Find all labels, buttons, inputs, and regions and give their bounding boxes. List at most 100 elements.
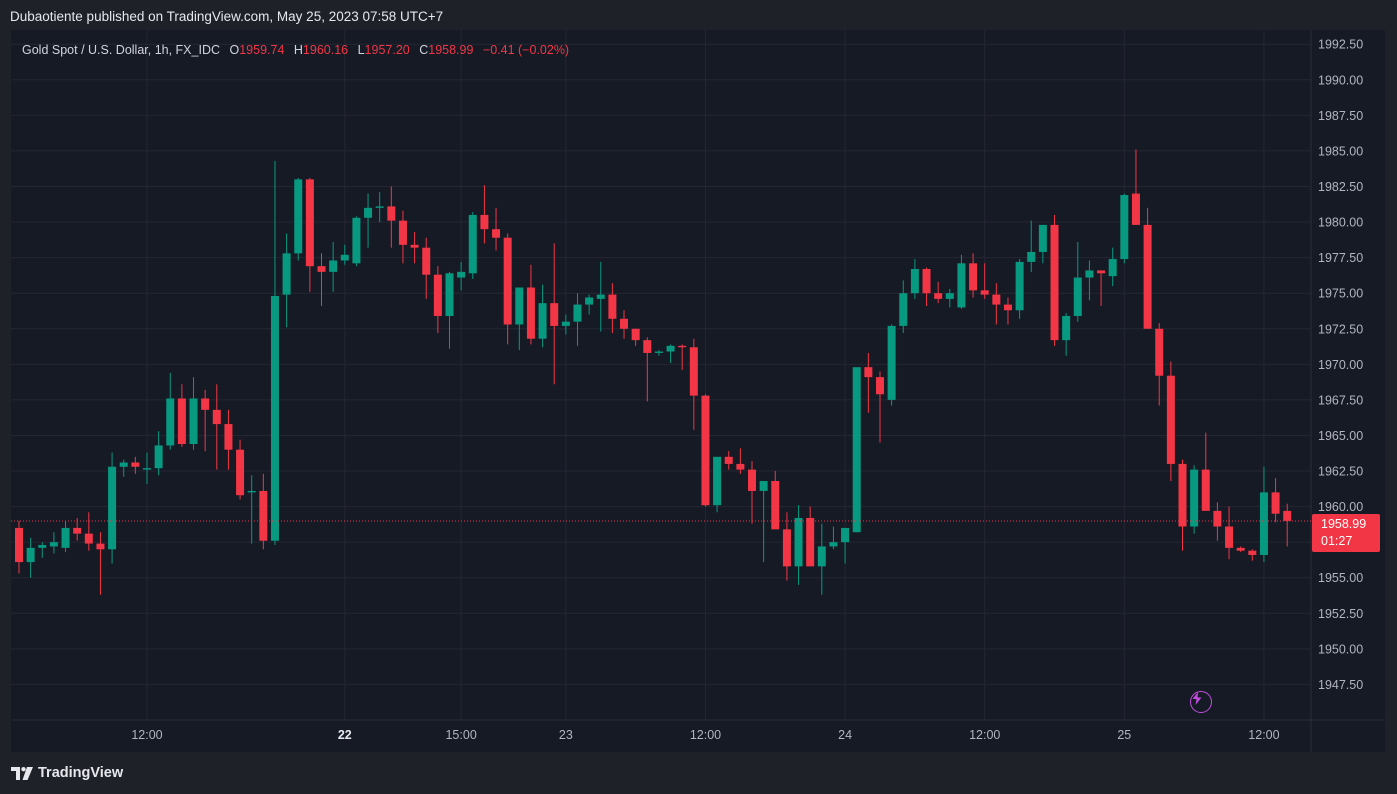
candle xyxy=(538,284,547,348)
candle xyxy=(84,512,93,551)
candle xyxy=(49,532,58,554)
candle-body xyxy=(247,490,256,493)
candle-body xyxy=(445,273,454,316)
candle xyxy=(841,527,850,564)
price-tick-label: 1992.50 xyxy=(1318,38,1363,52)
candle-body xyxy=(270,296,279,541)
candle xyxy=(969,253,978,298)
candle-body xyxy=(457,271,466,278)
candle xyxy=(61,520,70,553)
candle-body xyxy=(724,456,733,464)
candle xyxy=(1015,259,1024,319)
candle xyxy=(806,506,815,567)
candle xyxy=(492,207,501,251)
tradingview-logo[interactable]: TradingView xyxy=(11,764,123,782)
price-tick-label: 1990.00 xyxy=(1318,73,1363,87)
candle xyxy=(15,520,23,574)
candle-body xyxy=(701,395,710,506)
candle xyxy=(247,475,256,544)
low-value: 1957.20 xyxy=(364,43,410,57)
candle xyxy=(1166,361,1175,481)
time-tick-label: 24 xyxy=(838,728,852,742)
candle xyxy=(375,192,384,223)
candle xyxy=(957,254,966,309)
candle xyxy=(1062,313,1071,356)
candle-body xyxy=(1097,270,1106,274)
lightning-bolt-icon[interactable] xyxy=(1190,691,1212,713)
symbol-legend: Gold Spot / U.S. Dollar, 1h, FX_IDC O195… xyxy=(22,43,569,57)
candle-body xyxy=(899,293,908,326)
candle-body xyxy=(1236,547,1245,551)
candle-body xyxy=(503,237,512,325)
candle-body xyxy=(201,398,210,410)
candle-body xyxy=(841,527,850,543)
candle-body xyxy=(794,517,803,567)
time-tick-label: 12:00 xyxy=(690,728,721,742)
close-label: C xyxy=(419,43,429,57)
candle-body xyxy=(189,398,198,444)
candle xyxy=(631,328,640,346)
candle-body xyxy=(422,247,431,275)
candle-body xyxy=(61,527,70,548)
close-value: 1958.99 xyxy=(428,43,474,57)
chart-area[interactable]: 1947.501950.001952.501955.001957.501960.… xyxy=(11,30,1385,752)
candles xyxy=(11,149,1311,595)
candle xyxy=(887,324,896,406)
candle-body xyxy=(910,269,919,294)
candle-body xyxy=(410,244,419,248)
candle-body xyxy=(1155,328,1164,376)
candle xyxy=(189,377,198,450)
candle-body xyxy=(817,546,826,567)
candle-body xyxy=(398,220,407,245)
candle-body xyxy=(526,287,535,339)
price-axis[interactable]: 1947.501950.001952.501955.001957.501960.… xyxy=(1318,38,1363,692)
time-axis[interactable]: 12:00 22 15:00 23 12:00 24 12:00 25 12:00 xyxy=(131,728,1279,742)
candle xyxy=(1283,503,1292,547)
price-tick-label: 1982.50 xyxy=(1318,180,1363,194)
candle xyxy=(620,310,629,339)
bar-countdown: 01:27 xyxy=(1321,534,1353,548)
candle xyxy=(864,352,873,413)
candle-body xyxy=(957,263,966,308)
symbol-name: Gold Spot / U.S. Dollar, 1h, FX_IDC xyxy=(22,43,220,57)
candle-body xyxy=(340,254,349,261)
candle-body xyxy=(654,351,663,353)
candle-body xyxy=(852,367,861,533)
candle xyxy=(177,384,186,447)
candle xyxy=(1097,270,1106,306)
candle-body xyxy=(282,253,291,295)
candlestick-chart[interactable]: 1947.501950.001952.501955.001957.501960.… xyxy=(11,30,1385,752)
open-value: 1959.74 xyxy=(239,43,285,57)
candle xyxy=(259,473,268,550)
candle-body xyxy=(1003,304,1012,311)
candle xyxy=(224,409,233,470)
candle-body xyxy=(177,398,186,444)
candle xyxy=(1236,546,1245,553)
candle xyxy=(713,456,722,513)
candle-body xyxy=(1015,261,1024,311)
change-value: −0.41 (−0.02%) xyxy=(482,43,570,57)
candle xyxy=(387,186,396,248)
time-tick-label: 22 xyxy=(338,728,352,742)
candle-body xyxy=(166,398,175,446)
candle-body xyxy=(736,463,745,470)
candle xyxy=(422,237,431,299)
candle xyxy=(817,523,826,595)
candle xyxy=(1003,297,1012,325)
candle-body xyxy=(108,466,117,550)
candle-body xyxy=(1120,195,1129,260)
low-label: L xyxy=(357,43,365,57)
candle-body xyxy=(15,527,23,563)
candle xyxy=(468,212,477,279)
candle-body xyxy=(1225,526,1234,548)
candle-body xyxy=(713,456,722,506)
candle xyxy=(1155,323,1164,406)
candle xyxy=(1050,214,1059,346)
candle xyxy=(608,283,617,334)
candle-body xyxy=(317,266,326,272)
candle xyxy=(352,216,361,267)
candle-body xyxy=(224,424,233,450)
price-tick-label: 1965.00 xyxy=(1318,429,1363,443)
candle xyxy=(1038,224,1047,264)
candle xyxy=(748,461,757,524)
